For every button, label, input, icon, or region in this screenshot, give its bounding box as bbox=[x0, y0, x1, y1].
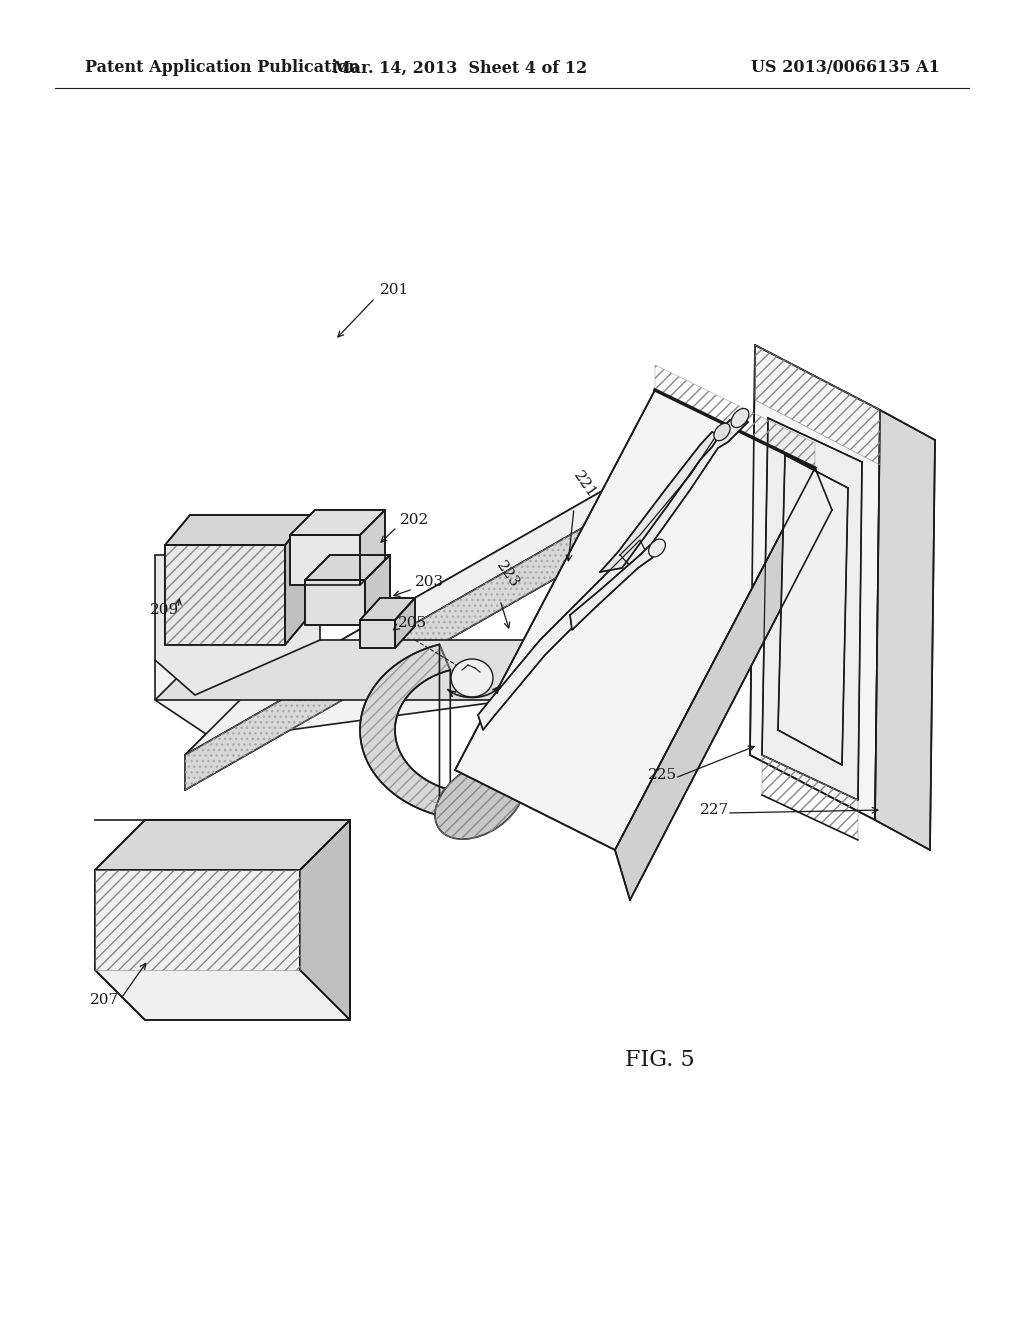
Text: 209: 209 bbox=[150, 603, 179, 616]
Polygon shape bbox=[395, 598, 415, 648]
Polygon shape bbox=[155, 601, 660, 741]
Polygon shape bbox=[290, 510, 385, 535]
Ellipse shape bbox=[714, 424, 730, 441]
Polygon shape bbox=[570, 545, 660, 630]
Polygon shape bbox=[305, 554, 390, 579]
Ellipse shape bbox=[648, 539, 666, 557]
Text: 227: 227 bbox=[700, 803, 729, 817]
Ellipse shape bbox=[435, 760, 525, 840]
Polygon shape bbox=[778, 455, 848, 766]
Polygon shape bbox=[95, 820, 350, 870]
Polygon shape bbox=[874, 411, 935, 850]
Polygon shape bbox=[600, 432, 720, 572]
Text: FIG. 5: FIG. 5 bbox=[625, 1049, 694, 1071]
Text: 205: 205 bbox=[398, 616, 427, 630]
Text: 203: 203 bbox=[415, 576, 444, 589]
Text: 225: 225 bbox=[648, 768, 677, 781]
Polygon shape bbox=[360, 644, 451, 816]
Polygon shape bbox=[360, 598, 415, 620]
Polygon shape bbox=[300, 820, 350, 1020]
Ellipse shape bbox=[731, 408, 749, 428]
Text: 207: 207 bbox=[90, 993, 119, 1007]
Polygon shape bbox=[360, 620, 395, 648]
Text: 201: 201 bbox=[380, 282, 410, 297]
Polygon shape bbox=[155, 640, 660, 700]
Polygon shape bbox=[165, 515, 310, 545]
Polygon shape bbox=[165, 545, 285, 645]
Ellipse shape bbox=[451, 659, 493, 697]
Polygon shape bbox=[762, 418, 862, 800]
Polygon shape bbox=[365, 554, 390, 624]
Text: 202: 202 bbox=[400, 513, 429, 527]
Polygon shape bbox=[455, 389, 815, 850]
Polygon shape bbox=[185, 515, 605, 789]
Text: US 2013/0066135 A1: US 2013/0066135 A1 bbox=[752, 59, 940, 77]
Text: Patent Application Publication: Patent Application Publication bbox=[85, 59, 359, 77]
Polygon shape bbox=[155, 510, 319, 696]
Polygon shape bbox=[185, 455, 665, 755]
Polygon shape bbox=[360, 510, 385, 585]
Polygon shape bbox=[290, 535, 360, 585]
Text: Mar. 14, 2013  Sheet 4 of 12: Mar. 14, 2013 Sheet 4 of 12 bbox=[333, 59, 587, 77]
Text: 221: 221 bbox=[570, 469, 598, 502]
Polygon shape bbox=[750, 345, 880, 820]
Polygon shape bbox=[285, 515, 310, 645]
Polygon shape bbox=[305, 579, 365, 624]
Polygon shape bbox=[620, 414, 748, 568]
Text: 223: 223 bbox=[493, 560, 521, 591]
Polygon shape bbox=[615, 469, 831, 900]
Polygon shape bbox=[478, 540, 645, 730]
Polygon shape bbox=[95, 820, 350, 1020]
